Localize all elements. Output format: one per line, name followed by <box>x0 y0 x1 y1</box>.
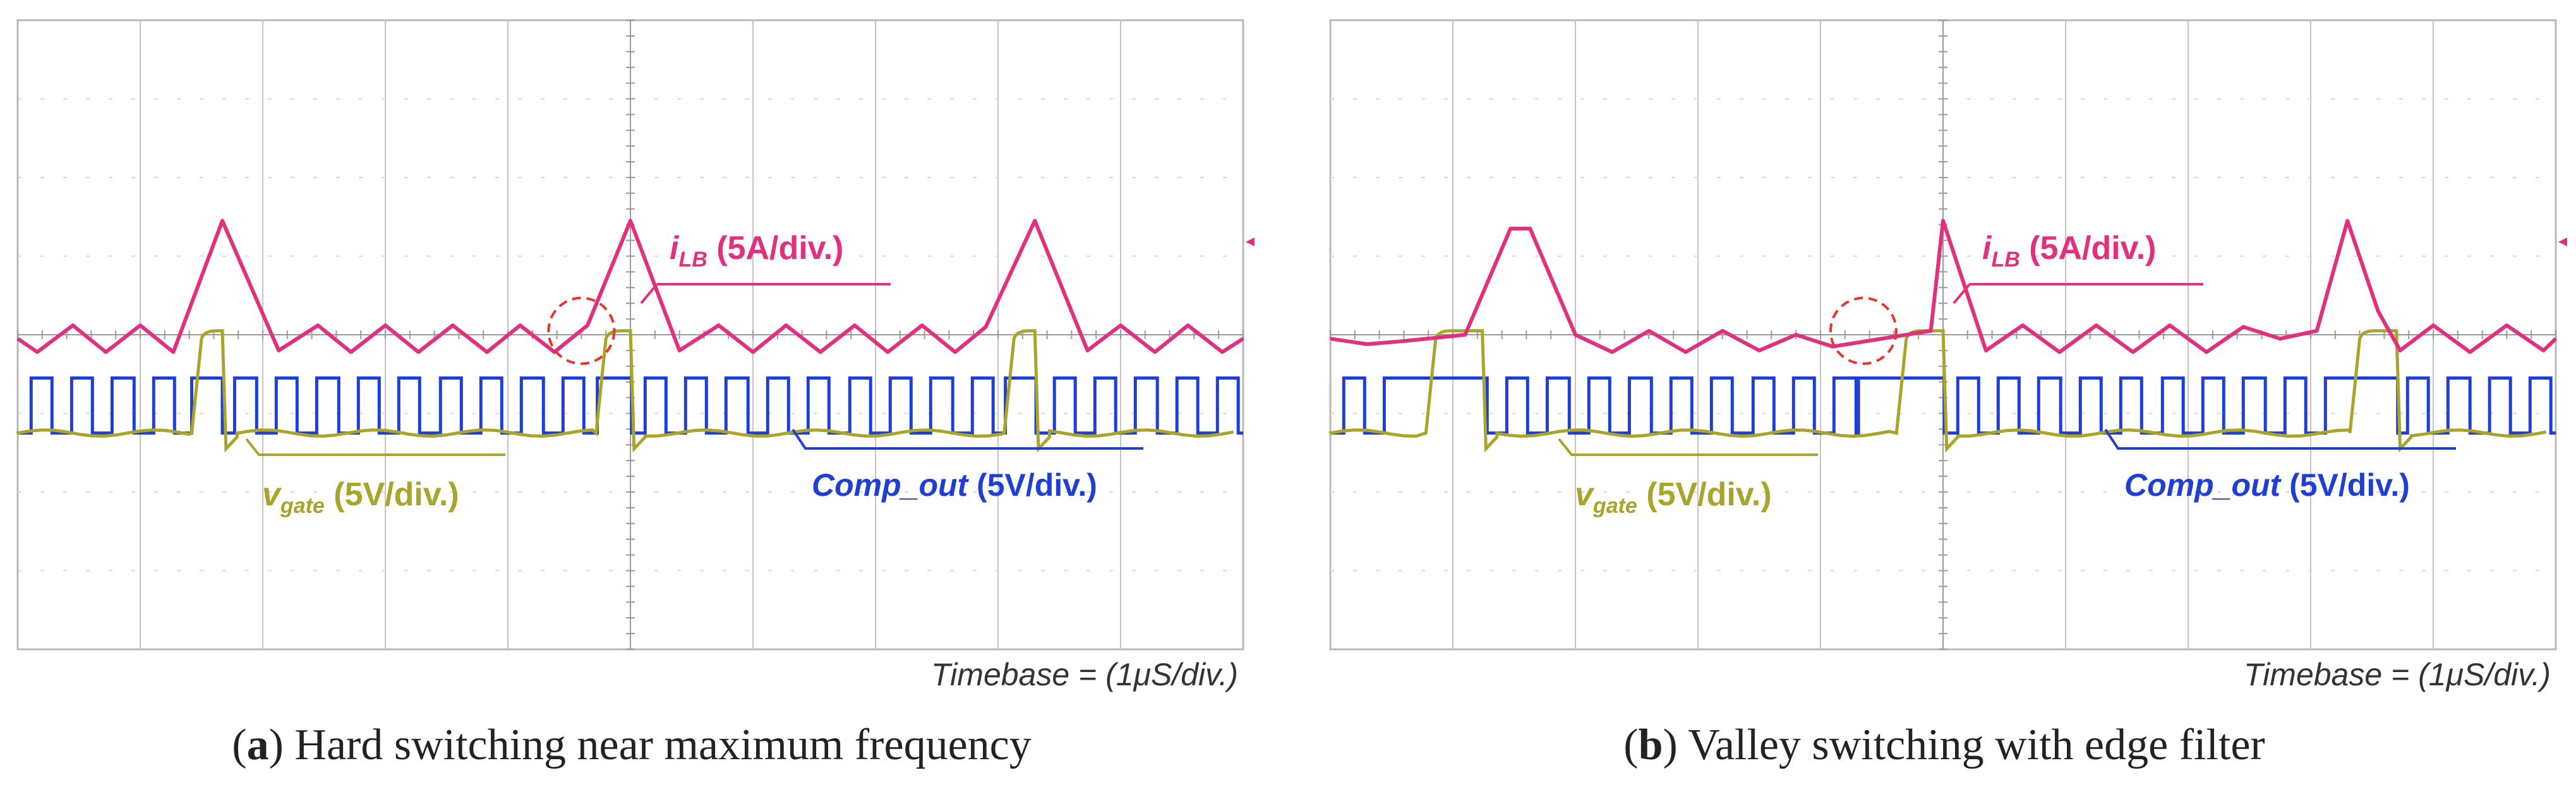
caption-text-a: Hard switching near maximum frequency <box>294 721 1032 769</box>
current-label: iLB (5A/div.) <box>1982 230 2157 272</box>
oscilloscope-plot-b: iLB (5A/div.) vgate (5V/div.) Comp_out (5V… <box>1328 19 2567 692</box>
gate-label: vgate (5V/div.) <box>262 476 459 518</box>
gate-trace <box>16 329 1234 453</box>
comp-out-label: Comp_out (5V/div.) <box>812 467 1097 503</box>
comp-out-label: Comp_out (5V/div.) <box>2124 467 2410 503</box>
panel-label-b: b <box>1638 721 1663 769</box>
current-trace <box>1330 219 2558 354</box>
timebase-label: Timebase = (1μS/div.) <box>931 657 1238 692</box>
current-label: iLB (5A/div.) <box>670 230 844 272</box>
current-trace <box>16 219 1244 354</box>
trigger-marker-icon <box>1246 237 1255 246</box>
gate-label: vgate (5V/div.) <box>1575 476 1772 518</box>
switching-marker <box>547 296 616 365</box>
chart-panel-b: iLB (5A/div.) vgate (5V/div.) Comp_out (5V… <box>1313 0 2576 799</box>
switching-marker <box>1829 296 1898 365</box>
current-label-leader <box>640 283 891 304</box>
caption-a: (a) Hard switching near maximum frequenc… <box>232 721 1032 769</box>
oscilloscope-plot-a: iLB (5A/div.) vgate (5V/div.) Comp_out (5V… <box>16 19 1255 692</box>
gate-label-leader <box>245 438 505 456</box>
timebase-label: Timebase = (1μS/div.) <box>2244 657 2551 692</box>
gate-label-leader <box>1558 438 1818 456</box>
trigger-marker-icon <box>2558 237 2567 246</box>
panel-label-a: a <box>246 721 269 769</box>
current-label-leader <box>1953 283 2203 304</box>
gate-trace <box>1328 329 2546 453</box>
caption-text-b: Valley switching with edge filter <box>1688 721 2265 769</box>
comp-label-leader <box>791 428 1143 450</box>
caption-b: (b) Valley switching with edge filter <box>1623 721 2265 769</box>
comp-label-leader <box>2104 428 2456 450</box>
chart-panel-a: iLB (5A/div.) vgate (5V/div.) Comp_out (5V… <box>0 0 1263 799</box>
